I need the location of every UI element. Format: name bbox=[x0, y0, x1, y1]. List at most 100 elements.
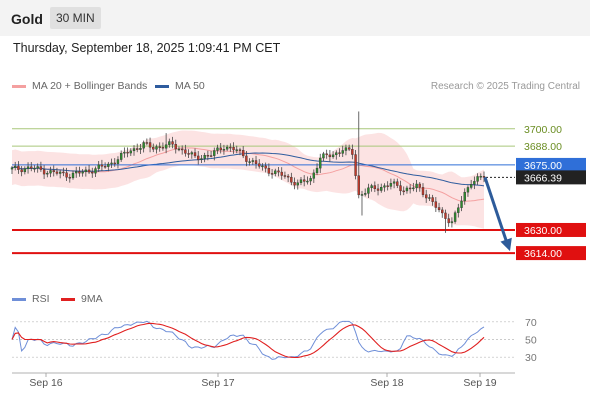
candle-body bbox=[222, 149, 226, 151]
candle-body bbox=[164, 144, 168, 149]
candle-body bbox=[264, 165, 267, 169]
candle-body bbox=[193, 152, 197, 157]
forecast-arrow-shaft bbox=[483, 176, 509, 244]
candle-body bbox=[431, 197, 434, 202]
forecast-arrow-head bbox=[500, 237, 512, 252]
candle-body bbox=[437, 207, 441, 211]
time-tick-sep-16: Sep 16 bbox=[29, 377, 62, 389]
candle-body bbox=[312, 172, 316, 179]
candle-body bbox=[258, 163, 261, 167]
candle-body bbox=[299, 179, 303, 183]
candle-body bbox=[441, 209, 444, 214]
candle-body bbox=[280, 171, 283, 176]
candle-body bbox=[184, 149, 187, 154]
candle-body bbox=[277, 170, 280, 173]
legend-rsi-label: RSI bbox=[32, 293, 50, 305]
candle-body bbox=[283, 175, 287, 177]
candle-body bbox=[110, 162, 113, 165]
candle-body bbox=[389, 183, 393, 187]
candle-body bbox=[107, 163, 110, 167]
rsi-tick-30: 30 bbox=[525, 352, 537, 364]
rsi-9ma-line bbox=[11, 322, 485, 359]
candle-body bbox=[434, 201, 438, 208]
candle-body bbox=[177, 148, 181, 151]
candle-body bbox=[136, 148, 139, 150]
candle-body bbox=[322, 153, 325, 159]
candle-body bbox=[270, 173, 274, 175]
candle-body bbox=[30, 166, 33, 169]
ma50-line bbox=[11, 152, 485, 187]
candle-body bbox=[225, 146, 229, 150]
candle-body bbox=[274, 170, 277, 174]
legend-ma20-swatch bbox=[12, 84, 26, 88]
candle-body bbox=[309, 178, 312, 182]
candle-body bbox=[473, 181, 476, 185]
candle-body bbox=[84, 169, 88, 173]
header-bar: Gold 30 MIN bbox=[0, 0, 590, 36]
legend-9ma-swatch bbox=[61, 297, 75, 301]
research-credit: Research © 2025 Trading Central bbox=[430, 81, 580, 92]
candle-body bbox=[450, 221, 454, 224]
candle-body bbox=[71, 172, 75, 179]
candle-body bbox=[180, 148, 184, 151]
candle-body bbox=[78, 171, 81, 174]
candle-body bbox=[367, 187, 370, 194]
timeframe-badge[interactable]: 30 MIN bbox=[50, 7, 101, 29]
candle-body bbox=[209, 155, 213, 157]
candle-body bbox=[351, 149, 354, 155]
candle-body bbox=[302, 179, 306, 182]
candle-body bbox=[469, 184, 473, 188]
time-tick-sep-17: Sep 17 bbox=[201, 377, 234, 389]
chart-timestamp: Thursday, September 18, 2025 1:09:41 PM … bbox=[13, 41, 281, 55]
candle-body bbox=[248, 161, 251, 163]
time-tick-sep-18: Sep 18 bbox=[370, 377, 403, 389]
candle-body bbox=[75, 171, 78, 174]
candle-body bbox=[187, 153, 190, 155]
candle-body bbox=[296, 182, 299, 186]
candle-body bbox=[20, 169, 23, 173]
candle-body bbox=[42, 169, 46, 175]
candle-body bbox=[331, 154, 335, 158]
level-label-3614.00: 3614.00 bbox=[524, 248, 562, 260]
level-tag-3675.00 bbox=[516, 157, 586, 172]
candle-body bbox=[100, 164, 104, 167]
candle-body bbox=[219, 147, 222, 151]
candle-body bbox=[145, 142, 149, 144]
legend-rsi: RSI bbox=[12, 293, 50, 305]
level-label-3700.00: 3700.00 bbox=[524, 124, 562, 136]
candle-body bbox=[479, 176, 482, 178]
legend-ma50-swatch bbox=[155, 84, 169, 88]
candle-body bbox=[46, 172, 49, 175]
candle-body bbox=[91, 171, 94, 174]
candle-body bbox=[335, 152, 338, 156]
candle-body bbox=[103, 165, 107, 168]
bollinger-bands-fill bbox=[12, 130, 484, 229]
candle-body bbox=[357, 175, 360, 196]
rsi-tick-70: 70 bbox=[525, 317, 537, 329]
candle-body bbox=[254, 160, 258, 164]
candle-body bbox=[415, 183, 418, 189]
candle-body bbox=[290, 176, 293, 183]
candle-body bbox=[457, 207, 460, 213]
candle-body bbox=[174, 144, 177, 150]
candle-body bbox=[453, 212, 457, 222]
candle-body bbox=[396, 181, 399, 186]
candle-body bbox=[447, 218, 450, 224]
candle-body bbox=[251, 160, 255, 162]
candle-body bbox=[380, 187, 383, 191]
candle-body bbox=[168, 141, 171, 145]
candle-body bbox=[33, 168, 36, 170]
candle-body bbox=[347, 147, 351, 150]
last-price-tag bbox=[516, 170, 586, 185]
candle-body bbox=[65, 172, 68, 178]
candle-body bbox=[376, 188, 380, 191]
candle-body bbox=[373, 185, 377, 190]
candle-body bbox=[261, 165, 264, 168]
candle-body bbox=[405, 187, 409, 192]
candle-body bbox=[328, 154, 332, 158]
candle-body bbox=[206, 155, 210, 157]
candle-body bbox=[444, 212, 447, 219]
legend-ma50: MA 50 bbox=[155, 80, 205, 92]
candle-body bbox=[315, 167, 319, 174]
